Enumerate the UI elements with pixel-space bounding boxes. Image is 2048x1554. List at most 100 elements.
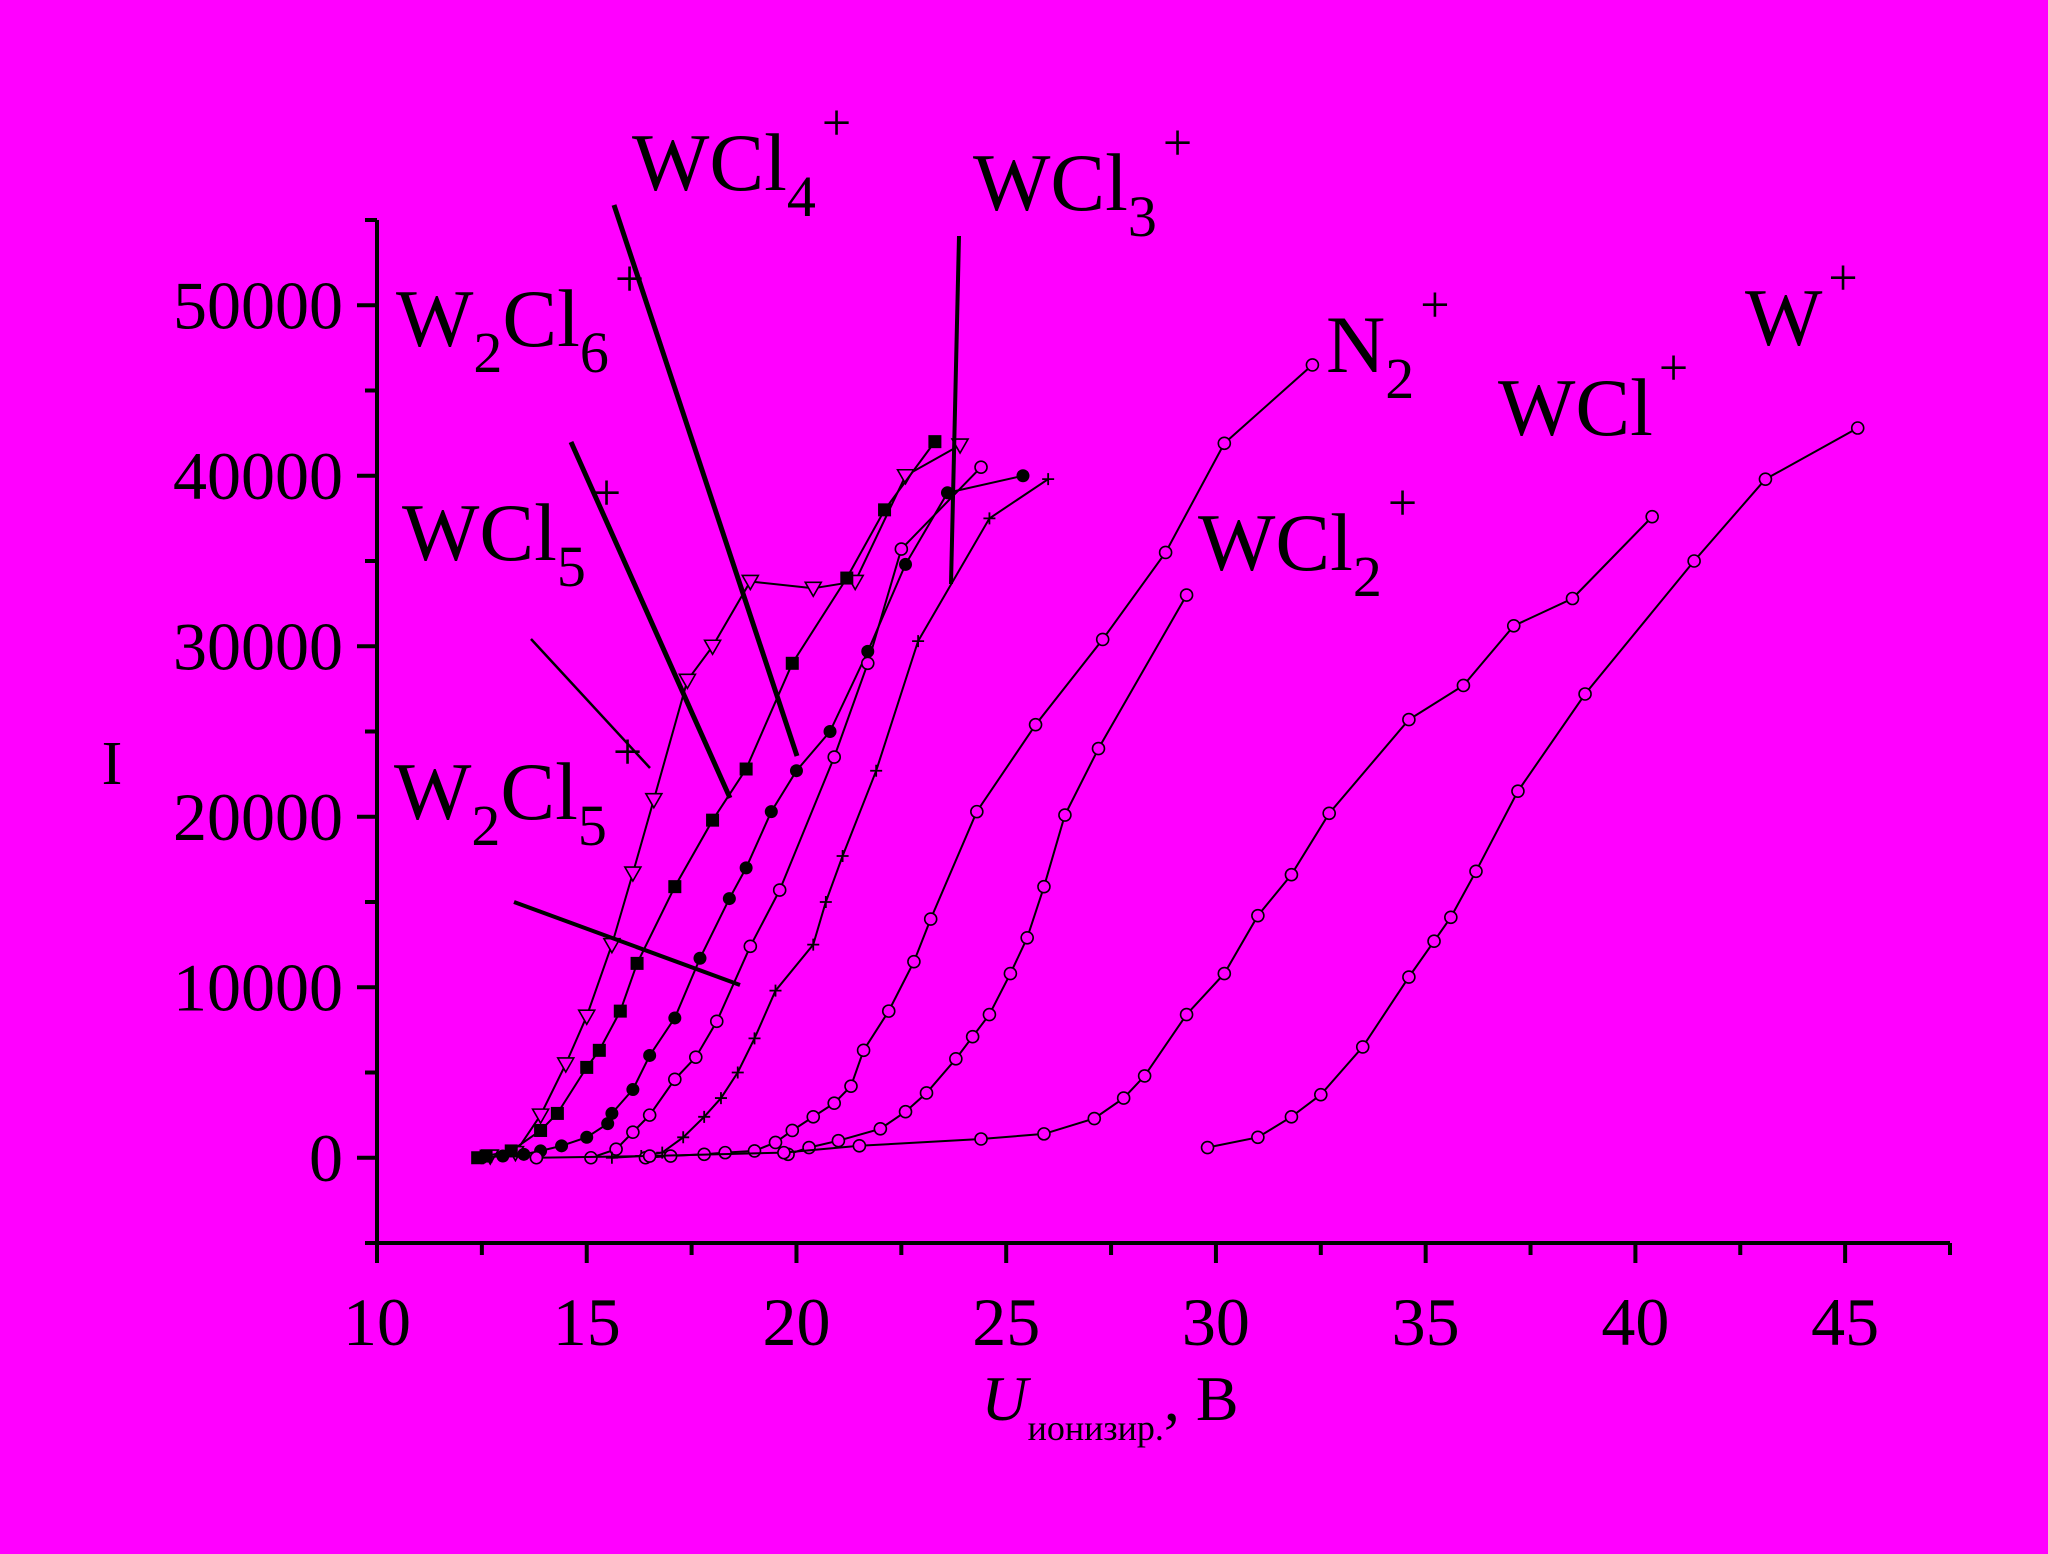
label-part: 4 xyxy=(787,164,816,229)
label-wcl3: WCl3+ xyxy=(973,115,1192,249)
data-point xyxy=(777,1145,791,1160)
data-point xyxy=(1016,469,1030,483)
series-wcl4 xyxy=(584,460,988,1165)
data-point xyxy=(1091,741,1106,756)
series-wcl5 xyxy=(475,469,1030,1165)
data-point xyxy=(731,1066,744,1079)
data-point xyxy=(1058,808,1072,822)
data-point xyxy=(592,1043,606,1057)
data-point xyxy=(529,1150,544,1165)
data-point xyxy=(630,956,644,970)
series-w2cl5 xyxy=(471,435,942,1165)
data-point xyxy=(827,1096,842,1110)
data-point xyxy=(840,571,854,585)
data-point xyxy=(1037,1127,1051,1141)
data-point xyxy=(923,912,938,926)
y-tick-label: 40000 xyxy=(173,438,343,514)
data-point xyxy=(1322,806,1336,821)
data-point xyxy=(668,880,682,894)
label-part: N xyxy=(1326,299,1385,390)
data-point xyxy=(688,1050,703,1064)
leader-wcl4 xyxy=(611,204,800,757)
y-tick-label: 0 xyxy=(309,1120,343,1196)
data-point xyxy=(1028,717,1043,732)
data-point xyxy=(496,1149,510,1163)
x-axis-title-suffix: , В xyxy=(1164,1363,1239,1434)
data-point xyxy=(768,1135,783,1150)
label-part: 5 xyxy=(578,793,607,858)
data-point xyxy=(601,1117,615,1131)
label-part: WCl xyxy=(1498,362,1653,453)
data-point xyxy=(785,1123,800,1138)
label-part: Cl xyxy=(500,746,577,837)
label-n2: N2+ xyxy=(1326,277,1450,411)
data-point xyxy=(789,764,803,778)
data-point xyxy=(1087,1111,1102,1126)
axes: 10 15 20 25 30 35 40 45010000200003000040000500… xyxy=(173,218,1952,1360)
data-point xyxy=(605,1151,618,1164)
data-point xyxy=(613,1004,627,1018)
data-point xyxy=(1179,588,1194,602)
leader-wcl3 xyxy=(949,235,961,585)
data-point xyxy=(1314,1087,1328,1102)
data-point xyxy=(1179,1007,1194,1022)
data-point xyxy=(605,1106,619,1120)
data-point xyxy=(642,1108,657,1122)
data-point xyxy=(928,435,942,449)
series-wcl3 xyxy=(605,473,1055,1164)
data-point xyxy=(1284,1110,1299,1124)
data-point xyxy=(1758,472,1773,486)
data-point xyxy=(475,1151,489,1165)
series-w xyxy=(1200,421,1865,1155)
data-point xyxy=(1095,632,1110,647)
label-part: + xyxy=(1163,115,1192,172)
y-tick-label: 50000 xyxy=(173,267,343,343)
x-tick-label: 25 xyxy=(972,1284,1040,1360)
data-point xyxy=(740,574,760,592)
data-point xyxy=(1565,591,1580,606)
data-point xyxy=(807,938,820,951)
label-part: + xyxy=(613,724,642,781)
label-part: 2 xyxy=(471,793,500,858)
data-point xyxy=(678,673,697,690)
label-part: + xyxy=(1828,250,1857,307)
data-point xyxy=(881,1004,896,1018)
x-axis-title: Uионизир., В xyxy=(981,1363,1238,1448)
data-point xyxy=(1020,931,1034,945)
x-tick-label: 20 xyxy=(762,1284,830,1360)
data-point xyxy=(668,1011,682,1025)
label-part: WCl xyxy=(1198,497,1353,588)
data-point xyxy=(803,581,823,598)
label-part: WCl xyxy=(632,117,787,208)
data-point xyxy=(894,542,909,556)
data-point xyxy=(626,1125,640,1139)
data-point xyxy=(556,1057,576,1074)
x-tick-label: 15 xyxy=(553,1284,621,1360)
data-point xyxy=(1003,966,1018,981)
y-tick-label: 30000 xyxy=(173,608,343,684)
data-point xyxy=(677,1131,690,1144)
label-part: 2 xyxy=(1353,544,1382,609)
data-point xyxy=(802,1140,816,1155)
data-point xyxy=(743,939,758,954)
label-part: 5 xyxy=(557,534,586,599)
x-axis-title-sub: ионизир. xyxy=(1028,1408,1164,1448)
data-point xyxy=(1116,1091,1131,1105)
data-point xyxy=(1217,436,1232,451)
data-point xyxy=(907,954,921,969)
series-line xyxy=(611,478,1049,1159)
data-point xyxy=(974,1132,988,1146)
data-point xyxy=(940,486,954,500)
data-point xyxy=(899,557,913,571)
data-point xyxy=(844,1079,858,1093)
data-point xyxy=(1042,473,1055,486)
label-part: + xyxy=(1420,277,1449,334)
data-point xyxy=(1251,1130,1265,1145)
label-wcl: WCl + xyxy=(1498,340,1688,453)
label-w2cl6: W2Cl6+ xyxy=(396,251,644,385)
x-tick-label: 35 xyxy=(1392,1284,1460,1360)
data-point xyxy=(1687,554,1701,568)
label-wcl2: WCl2+ xyxy=(1198,475,1417,609)
data-point xyxy=(1427,934,1441,949)
data-point xyxy=(1850,421,1865,435)
